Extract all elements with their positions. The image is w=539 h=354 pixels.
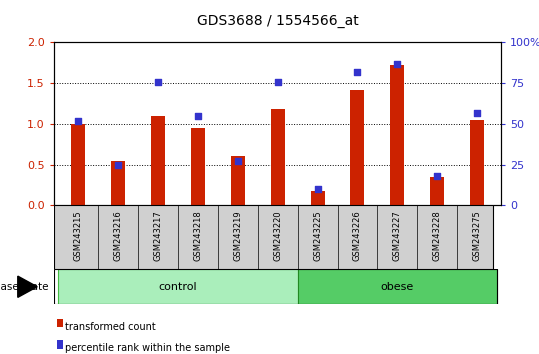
Text: GSM243226: GSM243226	[353, 210, 362, 261]
Text: GDS3688 / 1554566_at: GDS3688 / 1554566_at	[197, 14, 358, 28]
Point	[73, 118, 82, 124]
Text: GSM243275: GSM243275	[473, 210, 482, 261]
Text: transformed count: transformed count	[65, 322, 155, 332]
Text: GSM243220: GSM243220	[273, 210, 282, 261]
Text: GSM243217: GSM243217	[153, 210, 162, 261]
Polygon shape	[18, 276, 37, 297]
Text: GSM243225: GSM243225	[313, 210, 322, 261]
Bar	[430, 177, 444, 205]
Bar	[390, 65, 404, 205]
Point	[233, 159, 242, 164]
Bar	[191, 128, 205, 205]
Text: GSM243228: GSM243228	[433, 210, 442, 261]
Point	[353, 69, 362, 75]
Bar	[58, 269, 298, 304]
Point	[313, 186, 322, 192]
Point	[473, 110, 482, 115]
Bar	[310, 191, 324, 205]
Bar	[350, 90, 364, 205]
Text: GSM243218: GSM243218	[193, 210, 202, 261]
Point	[154, 79, 162, 84]
Bar	[271, 109, 285, 205]
Text: obese: obese	[381, 282, 414, 292]
Text: disease state: disease state	[0, 282, 49, 292]
Text: GSM243219: GSM243219	[233, 210, 242, 261]
Text: percentile rank within the sample: percentile rank within the sample	[65, 343, 230, 353]
Text: GSM243215: GSM243215	[73, 210, 82, 261]
Text: GSM243216: GSM243216	[113, 210, 122, 261]
Point	[273, 79, 282, 84]
Text: GSM243227: GSM243227	[393, 210, 402, 261]
Point	[194, 113, 202, 119]
Bar	[111, 161, 125, 205]
Bar	[151, 116, 165, 205]
Point	[433, 173, 441, 179]
Bar	[231, 156, 245, 205]
Bar	[298, 269, 497, 304]
Bar	[471, 120, 485, 205]
Text: control: control	[158, 282, 197, 292]
Bar	[71, 124, 85, 205]
Point	[114, 162, 122, 167]
Point	[393, 61, 402, 67]
